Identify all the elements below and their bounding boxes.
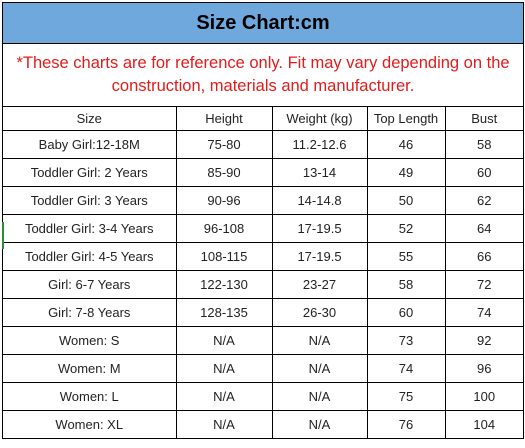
- height-cell: N/A: [175, 354, 273, 383]
- height-cell: 122-130: [175, 270, 273, 299]
- weight-cell: N/A: [271, 326, 368, 355]
- bust-cell: 96: [444, 354, 523, 383]
- height-cell: N/A: [175, 326, 273, 355]
- top-length-cell: 73: [366, 326, 446, 355]
- size-cell: Baby Girl:12-18M: [3, 130, 177, 159]
- table-row: Toddler Girl: 3 Years 90-96 14-14.8 50 62: [3, 186, 523, 215]
- size-cell: Women: S: [3, 326, 177, 355]
- column-header-size: Size: [3, 107, 177, 131]
- chart-title: Size Chart:cm: [3, 2, 523, 44]
- weight-cell: 11.2-12.6: [271, 130, 368, 159]
- size-cell: Women: M: [3, 354, 177, 383]
- bust-cell: 62: [444, 186, 523, 215]
- top-length-cell: 55: [366, 242, 446, 271]
- bust-cell: 58: [444, 130, 523, 159]
- weight-cell: N/A: [271, 382, 368, 411]
- column-header-bust: Bust: [444, 107, 523, 131]
- column-header-weight: Weight (kg): [271, 107, 368, 131]
- table-row: Women: L N/A N/A 75 100: [3, 382, 523, 411]
- column-header-top-length: Top Length: [366, 107, 446, 131]
- reference-notice: *These charts are for reference only. Fi…: [3, 44, 523, 107]
- weight-cell: 23-27: [271, 270, 368, 299]
- top-length-cell: 52: [366, 214, 446, 243]
- weight-cell: 26-30: [271, 298, 368, 327]
- size-cell: Women: XL: [3, 410, 177, 439]
- table-row: Girl: 6-7 Years 122-130 23-27 58 72: [3, 270, 523, 299]
- size-cell: Toddler Girl: 3-4 Years: [3, 214, 177, 243]
- table-row: Toddler Girl: 3-4 Years 96-108 17-19.5 52 64: [3, 214, 523, 243]
- size-cell: Toddler Girl: 2 Years: [3, 158, 177, 187]
- bust-cell: 64: [444, 214, 523, 243]
- weight-cell: 17-19.5: [271, 242, 368, 271]
- size-cell: Girl: 7-8 Years: [3, 298, 177, 327]
- weight-cell: N/A: [271, 410, 368, 439]
- size-cell: Women: L: [3, 382, 177, 411]
- top-length-cell: 76: [366, 410, 446, 439]
- top-length-cell: 74: [366, 354, 446, 383]
- table-row: Women: M N/A N/A 74 96: [3, 354, 523, 383]
- bust-cell: 72: [444, 270, 523, 299]
- top-length-cell: 75: [366, 382, 446, 411]
- table-header-row: Size Height Weight (kg) Top Length Bust: [3, 107, 523, 131]
- bust-cell: 100: [444, 382, 523, 411]
- column-header-height: Height: [175, 107, 273, 131]
- table-row: Toddler Girl: 2 Years 85-90 13-14 49 60: [3, 158, 523, 187]
- selected-row-indicator: [2, 222, 4, 249]
- size-table-body: Baby Girl:12-18M 75-80 11.2-12.6 46 58 Toddle…: [3, 130, 523, 439]
- weight-cell: 14-14.8: [271, 186, 368, 215]
- table-row: Toddler Girl: 4-5 Years 108-115 17-19.5 55 6…: [3, 242, 523, 271]
- weight-cell: 13-14: [271, 158, 368, 187]
- bust-cell: 104: [444, 410, 523, 439]
- size-chart-sheet: Size Chart:cm *These charts are for refe…: [2, 2, 524, 439]
- bust-cell: 74: [444, 298, 523, 327]
- table-row: Baby Girl:12-18M 75-80 11.2-12.6 46 58: [3, 130, 523, 159]
- size-table: Size Height Weight (kg) Top Length Bust …: [3, 107, 523, 439]
- table-row: Women: XL N/A N/A 76 104: [3, 410, 523, 439]
- table-row: Girl: 7-8 Years 128-135 26-30 60 74: [3, 298, 523, 327]
- table-row: Women: S N/A N/A 73 92: [3, 326, 523, 355]
- top-length-cell: 58: [366, 270, 446, 299]
- height-cell: N/A: [175, 382, 273, 411]
- height-cell: 108-115: [175, 242, 273, 271]
- height-cell: N/A: [175, 410, 273, 439]
- top-length-cell: 60: [366, 298, 446, 327]
- height-cell: 90-96: [175, 186, 273, 215]
- bust-cell: 60: [444, 158, 523, 187]
- size-cell: Girl: 6-7 Years: [3, 270, 177, 299]
- bust-cell: 66: [444, 242, 523, 271]
- top-length-cell: 46: [366, 130, 446, 159]
- height-cell: 96-108: [175, 214, 273, 243]
- weight-cell: N/A: [271, 354, 368, 383]
- weight-cell: 17-19.5: [271, 214, 368, 243]
- height-cell: 85-90: [175, 158, 273, 187]
- height-cell: 128-135: [175, 298, 273, 327]
- top-length-cell: 50: [366, 186, 446, 215]
- height-cell: 75-80: [175, 130, 273, 159]
- bust-cell: 92: [444, 326, 523, 355]
- size-cell: Toddler Girl: 4-5 Years: [3, 242, 177, 271]
- top-length-cell: 49: [366, 158, 446, 187]
- size-cell: Toddler Girl: 3 Years: [3, 186, 177, 215]
